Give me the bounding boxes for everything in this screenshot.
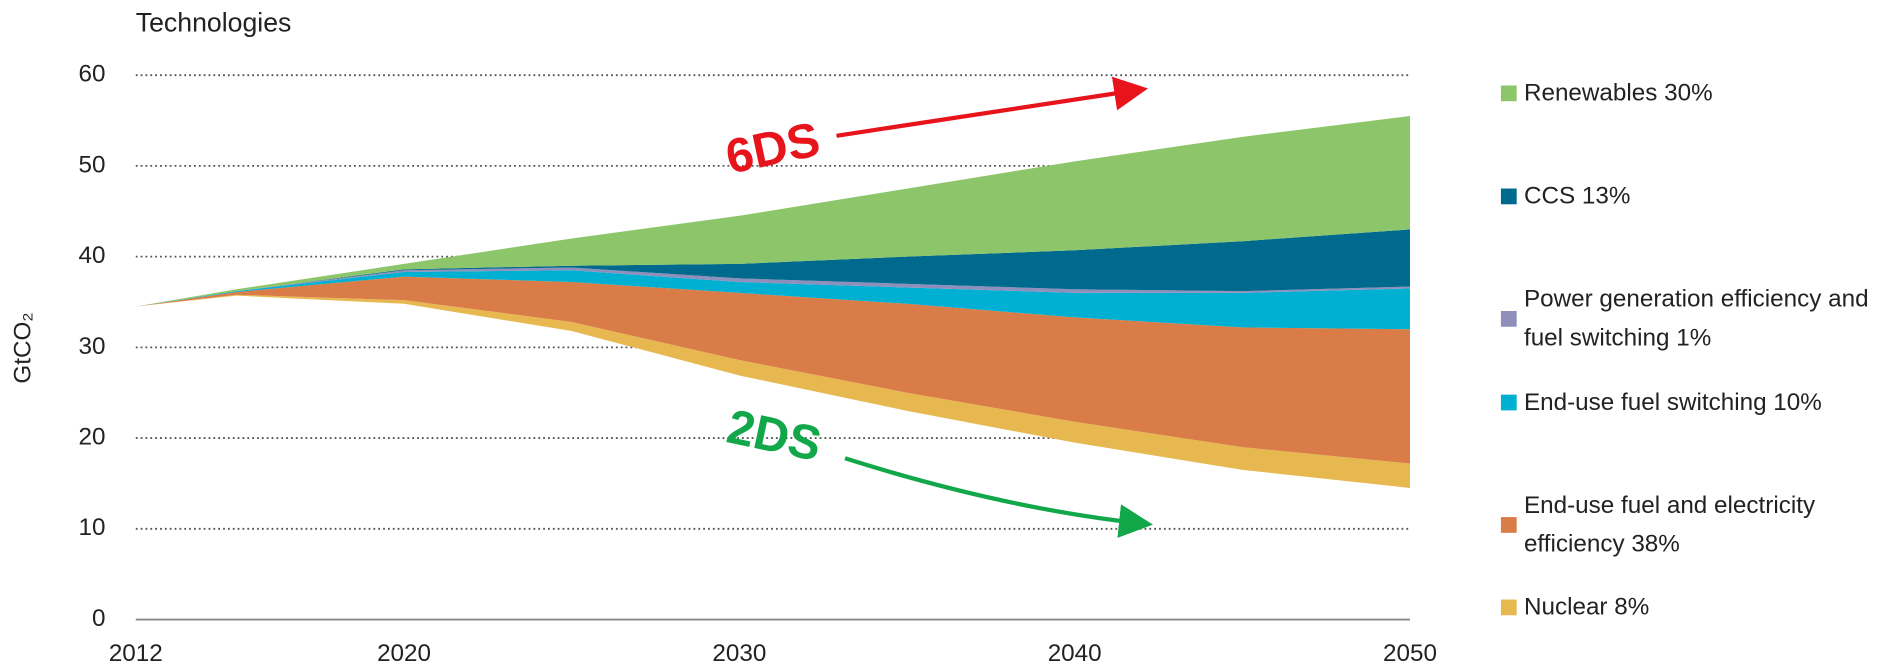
y-tick-label: 50 [79,151,106,178]
legend: Renewables 30% CCS 13% Power generation ef… [1500,80,1869,621]
area [135,229,1410,307]
legend-label: End-use fuel switching 10% [1523,389,1822,416]
legend-label: Renewables 30% [1523,80,1713,107]
legend-label: Power generation efficiency and fuel swi… [1523,286,1869,352]
legend-entry: CCS 13% [1523,183,1631,210]
legend-swatch [1500,310,1517,327]
arrow-2ds [844,456,1153,538]
plot-area [135,74,1410,530]
y-axis-label: GtCO₂ [10,312,37,383]
legend-entry: End-use fuel switching 10% [1523,389,1822,416]
area [135,116,1410,307]
y-tick-label: 60 [79,61,106,88]
x-tick-label: 2020 [377,640,431,665]
legend-swatch [1500,394,1517,411]
arrow-6ds [836,76,1149,138]
area [135,294,1410,488]
legend-label: End-use fuel and electricity efficiency … [1523,492,1816,558]
x-tick-label: 2012 [109,640,163,665]
legend-swatch [1500,517,1517,533]
y-tick-label: 30 [79,333,106,360]
x-tick-label: 2040 [1048,640,1102,665]
chart-title: Technologies [136,7,292,37]
legend-entry: Power generation efficiency and fuel swi… [1523,286,1869,352]
y-tick-label: 0 [92,605,105,632]
area [135,270,1410,330]
legend-entry: Renewables 30% [1523,80,1713,107]
legend-swatch [1500,599,1517,616]
area [135,276,1410,464]
legend-label: Nuclear 8% [1523,594,1650,621]
annotation-6ds: 6DS [721,112,824,184]
legend-swatch [1500,85,1517,102]
legend-entry: Nuclear 8% [1523,594,1650,621]
legend-swatch [1500,188,1517,205]
y-tick-label: 40 [79,242,106,269]
x-tick-label: 2030 [712,640,766,665]
annotation-2ds: 2DS [722,400,825,472]
legend-entry: End-use fuel and electricity efficiency … [1523,492,1816,558]
legend-label: CCS 13% [1523,183,1631,210]
y-tick-label: 10 [79,514,106,541]
y-tick-label: 20 [79,423,106,450]
x-tick-label: 2050 [1383,640,1437,665]
